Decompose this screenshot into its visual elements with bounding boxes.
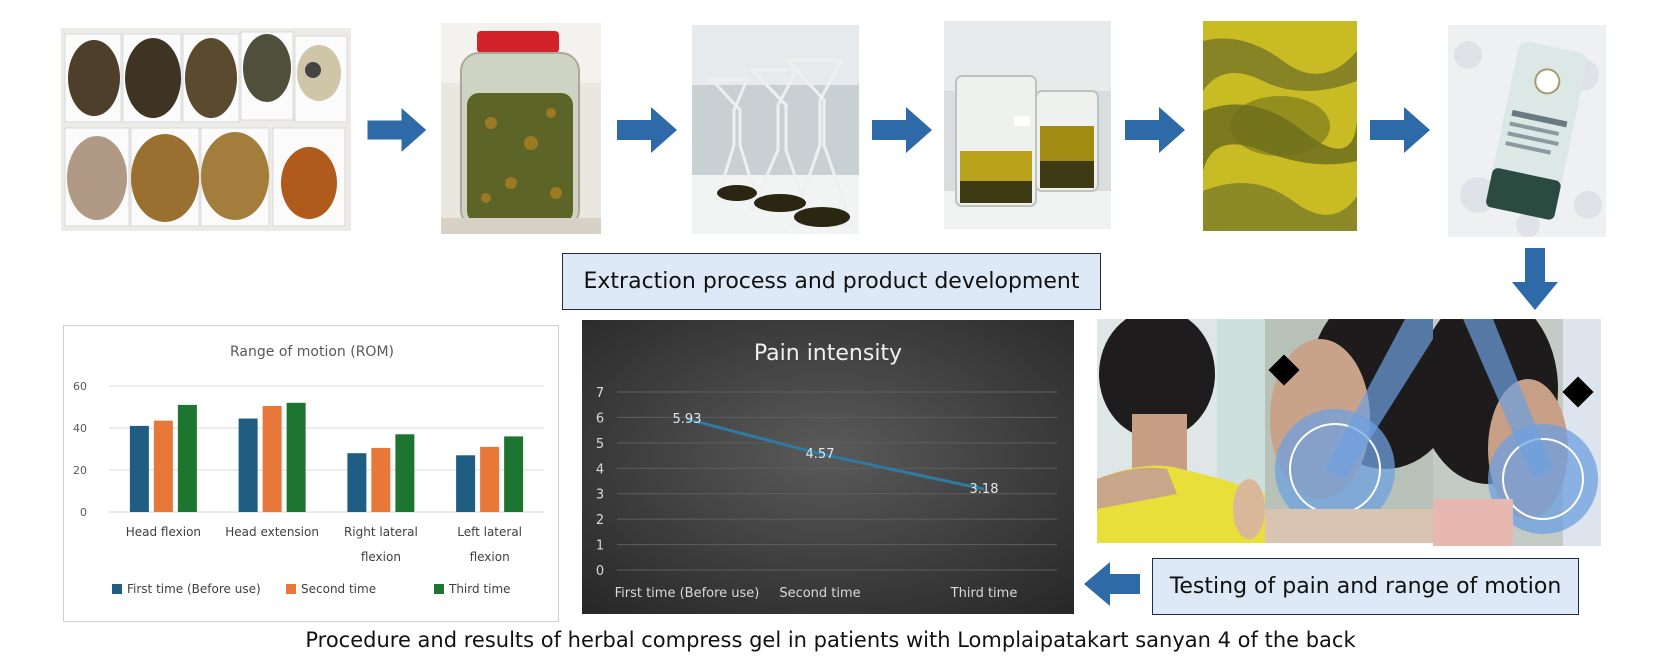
rom-y-tick-label: 0 xyxy=(80,506,87,519)
extraction-process-label: Extraction process and product developme… xyxy=(562,253,1101,310)
extract-beakers-photo xyxy=(944,21,1111,229)
rom-bar xyxy=(238,418,258,512)
pain-x-tick-label: Third time xyxy=(950,586,1018,601)
rom-legend-swatch xyxy=(434,584,444,594)
dried-herbs-photo xyxy=(61,28,351,231)
pain-x-tick-label: First time (Before use) xyxy=(615,586,760,601)
pain-data-label: 4.57 xyxy=(806,447,835,462)
rom-bar xyxy=(286,402,306,512)
arrow-down-icon xyxy=(1512,248,1558,310)
rom-legend-label: First time (Before use) xyxy=(127,582,261,596)
arrow-left-icon xyxy=(1084,562,1140,606)
pain-data-label: 5.93 xyxy=(673,412,702,427)
rom-bar xyxy=(371,447,391,512)
rom-bar-chart: Range of motion (ROM) 0 20 40 60 Head flexi… xyxy=(63,325,559,622)
rom-x-tick-label: Right lateral xyxy=(344,525,418,539)
pain-series-line xyxy=(686,417,985,491)
rom-x-tick-label: Left lateral xyxy=(457,525,522,539)
rom-bar xyxy=(456,455,476,512)
goniometer-measure-photo-1 xyxy=(1265,319,1433,543)
pain-y-tick-label: 2 xyxy=(596,513,604,528)
arrow-shape xyxy=(367,107,427,153)
pain-y-tick-label: 0 xyxy=(596,564,604,579)
herb-soak-jar-photo xyxy=(441,23,601,234)
patient-neck-photo xyxy=(1097,319,1265,543)
pain-chart-title: Pain intensity xyxy=(754,341,902,366)
rom-y-tick-label: 20 xyxy=(73,464,87,477)
pain-y-tick-label: 7 xyxy=(596,386,604,401)
rom-bar xyxy=(480,446,500,512)
rom-x-tick-label: flexion xyxy=(470,550,510,564)
pain-y-tick-label: 1 xyxy=(596,539,604,554)
rom-legend-label: Second time xyxy=(301,582,376,596)
rom-bar xyxy=(177,404,197,512)
pain-y-tick-label: 3 xyxy=(596,488,604,503)
rom-chart-title: Range of motion (ROM) xyxy=(230,344,394,360)
rom-x-tick-label: flexion xyxy=(361,550,401,564)
rom-x-tick-label: Head flexion xyxy=(126,525,201,539)
rom-legend-swatch xyxy=(112,584,122,594)
pain-x-tick-label: Second time xyxy=(779,586,860,601)
testing-text: Testing of pain and range of motion xyxy=(1169,574,1562,599)
testing-label: Testing of pain and range of motion xyxy=(1152,558,1579,615)
pain-y-tick-label: 4 xyxy=(596,462,604,477)
rom-bar xyxy=(262,405,282,512)
rom-y-tick-label: 60 xyxy=(73,380,87,393)
rom-legend-swatch xyxy=(286,584,296,594)
pain-y-tick-label: 5 xyxy=(596,437,604,452)
herbal-gel-photo xyxy=(1203,21,1357,231)
arrow-right-icon xyxy=(1125,107,1185,153)
pain-line-chart: Pain intensity 0 1 2 3 4 5 6 7 5.93 4.57 3.18 Fir… xyxy=(582,320,1074,614)
extraction-process-text: Extraction process and product developme… xyxy=(583,269,1080,294)
arrow-right-icon xyxy=(617,107,677,153)
rom-bar xyxy=(504,436,524,512)
goniometer-measure-photo-2 xyxy=(1433,319,1601,546)
arrow-right-icon xyxy=(367,107,427,153)
arrow-right-icon xyxy=(872,107,932,153)
rom-bar xyxy=(129,425,149,512)
arrow-right-icon xyxy=(1370,107,1430,153)
figure-caption: Procedure and results of herbal compress… xyxy=(305,628,1356,652)
pain-data-label: 3.18 xyxy=(970,482,999,497)
rom-y-tick-label: 40 xyxy=(73,422,87,435)
rom-bar xyxy=(347,453,367,512)
pain-y-tick-label: 6 xyxy=(596,411,604,426)
rom-x-tick-label: Head extension xyxy=(225,525,319,539)
rom-bar xyxy=(153,420,173,512)
gel-product-bottle-photo xyxy=(1448,25,1606,237)
filtering-flasks-photo xyxy=(692,25,859,234)
rom-bar xyxy=(395,434,415,512)
rom-legend-label: Third time xyxy=(448,582,511,596)
